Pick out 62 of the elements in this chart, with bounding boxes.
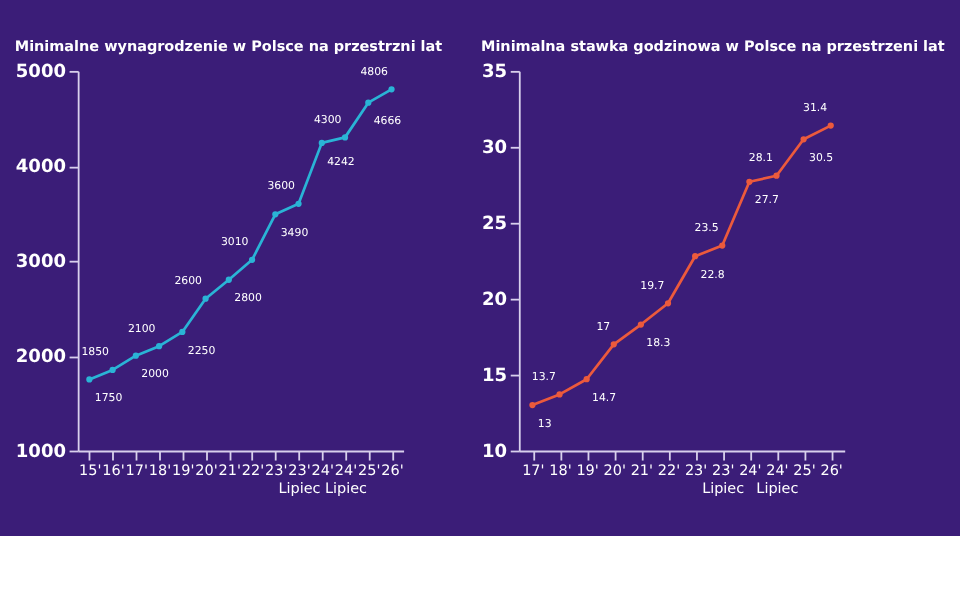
- y-tick-label: 5000: [15, 63, 66, 84]
- x-tick-label: 18': [549, 461, 572, 480]
- point: [773, 172, 780, 179]
- x-tick-label: 15': [79, 461, 102, 480]
- x-tick-label: 24': [739, 461, 762, 480]
- chart-title: Minimalne wynagrodzenie w Polsce na przestrzni lat: [14, 37, 444, 56]
- y-tick-label: 15: [482, 366, 508, 387]
- point: [637, 321, 645, 328]
- point: [746, 178, 753, 185]
- point: [272, 211, 279, 218]
- y-tick-label: 2000: [15, 348, 66, 369]
- x-tick-label: 21': [218, 461, 241, 480]
- x-tick-label: 22': [241, 461, 265, 480]
- x-tick-label: 16': [102, 461, 125, 480]
- x-tick-label: 19': [172, 461, 195, 480]
- point: [132, 352, 139, 359]
- point: [827, 122, 834, 129]
- x-tick-label: 26': [820, 461, 843, 480]
- point: [225, 276, 232, 283]
- y-tick-label: 35: [482, 63, 508, 84]
- point: [155, 343, 163, 350]
- point: [556, 391, 563, 398]
- point: [529, 401, 536, 409]
- y-tick-label: 25: [482, 215, 508, 236]
- chart-title: Minimalna stawka godzinowa w Polsce na przestrzeni lat: [481, 37, 946, 56]
- x-tick-label: 22': [657, 461, 681, 480]
- line-series: [529, 122, 834, 409]
- y-tick-label: 4000: [15, 158, 66, 179]
- point: [202, 295, 209, 302]
- point: [109, 366, 116, 374]
- point: [365, 99, 372, 106]
- x-tick-label: 21': [630, 461, 654, 480]
- x-tick-label: 18': [148, 461, 172, 480]
- x-tick-label: 26': [381, 461, 404, 480]
- x-tick-label: 25': [358, 461, 381, 480]
- y-tick-label: 30: [482, 139, 508, 160]
- x-tick-label: 17': [522, 461, 545, 480]
- point: [719, 242, 726, 249]
- x-tick-label: 19': [576, 461, 599, 480]
- point: [179, 328, 186, 336]
- x-tick-label: 20': [195, 461, 218, 480]
- point: [318, 139, 325, 147]
- y-tick-label: 10: [482, 442, 508, 463]
- y-tick-label: 20: [482, 291, 508, 312]
- x-tick-label: 23': [265, 461, 288, 480]
- y-tick-label: 1000: [15, 442, 66, 463]
- point: [610, 341, 617, 348]
- point: [295, 200, 302, 207]
- x-tick-label: 25': [793, 461, 816, 480]
- y-tick-label: 3000: [15, 253, 66, 274]
- point: [664, 300, 672, 307]
- point: [800, 136, 807, 143]
- x-tick-label: 17': [125, 461, 148, 480]
- x-tick-label: 23': [684, 461, 708, 480]
- point: [583, 376, 590, 383]
- point: [388, 86, 395, 93]
- point: [86, 376, 93, 383]
- x-tick-label: 20': [603, 461, 626, 480]
- point: [248, 256, 256, 263]
- point: [692, 253, 699, 260]
- x-tick-label: 24': [311, 461, 334, 480]
- point: [341, 134, 349, 141]
